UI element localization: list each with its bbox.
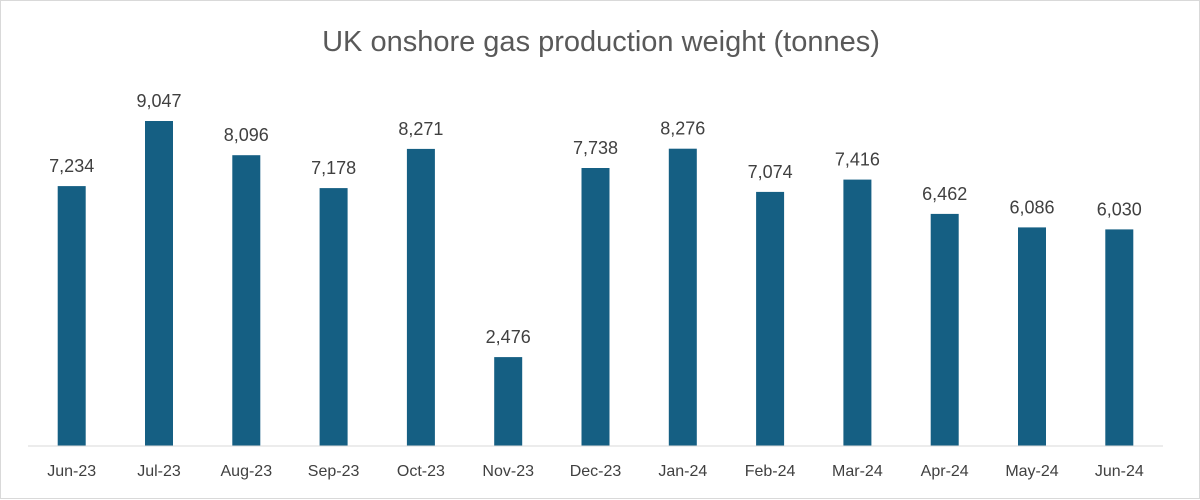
value-label-oct-23: 8,271 bbox=[398, 119, 443, 139]
x-tick-label-may-24: May-24 bbox=[1005, 463, 1058, 480]
bar-apr-24 bbox=[930, 213, 959, 446]
bar-jun-23 bbox=[57, 186, 86, 446]
x-tick-label-dec-23: Dec-23 bbox=[570, 463, 622, 480]
x-tick-label-jul-23: Jul-23 bbox=[137, 463, 181, 480]
value-label-mar-24: 7,416 bbox=[835, 150, 880, 170]
chart-title: UK onshore gas production weight (tonnes… bbox=[322, 26, 880, 58]
value-label-jan-24: 8,276 bbox=[660, 119, 705, 139]
x-tick-label-apr-24: Apr-24 bbox=[921, 463, 969, 480]
value-label-dec-23: 7,738 bbox=[573, 138, 618, 158]
bar-jul-23 bbox=[145, 121, 173, 446]
value-label-aug-23: 8,096 bbox=[224, 125, 269, 145]
x-tick-labels-group: Jun-23 Jul-23 Aug-23 Sep-23 Oct-23 Nov-23 Dec-… bbox=[47, 463, 1144, 480]
bar-jun-24 bbox=[1105, 229, 1134, 446]
x-tick-label-mar-24: Mar-24 bbox=[832, 463, 883, 480]
value-label-nov-23: 2,476 bbox=[486, 327, 531, 347]
x-tick-label-aug-23: Aug-23 bbox=[221, 463, 273, 480]
bar-jan-24 bbox=[668, 148, 697, 446]
value-label-may-24: 6,086 bbox=[1009, 197, 1054, 217]
value-label-jul-23: 9,047 bbox=[136, 91, 181, 111]
value-labels-group: 7,234 9,047 8,096 7,178 8,271 2,476 7,738 8,276… bbox=[49, 91, 1142, 347]
bar-feb-24 bbox=[756, 191, 785, 446]
bar-dec-23 bbox=[581, 168, 610, 446]
value-label-apr-24: 6,462 bbox=[922, 184, 967, 204]
x-tick-label-sep-23: Sep-23 bbox=[308, 463, 360, 480]
bar-mar-24 bbox=[843, 179, 872, 446]
x-tick-label-jun-23: Jun-23 bbox=[47, 463, 96, 480]
x-tick-label-oct-23: Oct-23 bbox=[397, 463, 445, 480]
bar-may-24 bbox=[1018, 227, 1046, 446]
value-label-feb-24: 7,074 bbox=[748, 162, 793, 182]
x-tick-label-jun-24: Jun-24 bbox=[1095, 463, 1144, 480]
value-label-jun-24: 6,030 bbox=[1097, 199, 1142, 219]
value-label-jun-23: 7,234 bbox=[49, 156, 94, 176]
x-tick-label-feb-24: Feb-24 bbox=[745, 463, 796, 480]
bar-aug-23 bbox=[232, 155, 261, 446]
value-label-sep-23: 7,178 bbox=[311, 158, 356, 178]
bar-nov-23 bbox=[494, 357, 523, 446]
bar-oct-23 bbox=[406, 148, 435, 446]
x-tick-label-nov-23: Nov-23 bbox=[482, 463, 534, 480]
bar-sep-23 bbox=[319, 188, 348, 446]
bars-group bbox=[57, 121, 1134, 446]
x-tick-label-jan-24: Jan-24 bbox=[658, 463, 707, 480]
